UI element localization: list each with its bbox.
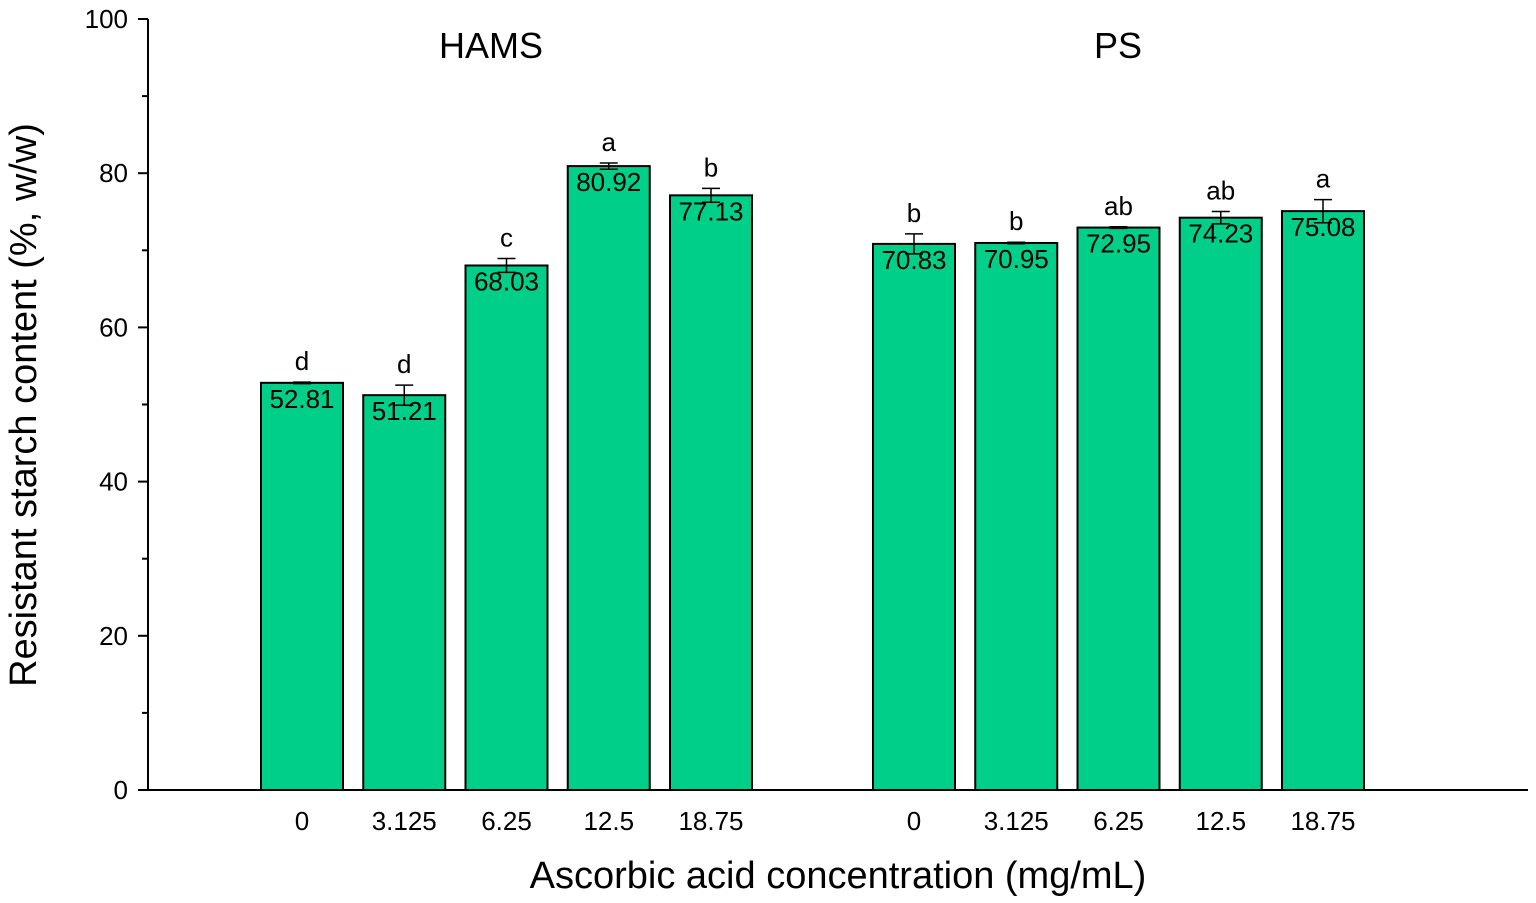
bar-group: 68.03 c bbox=[464, 223, 549, 791]
x-axis-tick-labels: 0 3.125 6.25 12.5 18.75 0 3.125 6.25 12.5 18.75 bbox=[295, 806, 1356, 836]
group-label: HAMS bbox=[439, 25, 543, 66]
significance-label: b bbox=[1009, 206, 1023, 236]
bar-group: 70.83 b bbox=[872, 198, 956, 791]
bar bbox=[566, 165, 651, 791]
x-tick-label: 6.25 bbox=[1093, 806, 1144, 836]
significance-label: d bbox=[295, 346, 309, 376]
x-tick-label: 0 bbox=[907, 806, 921, 836]
significance-label: b bbox=[907, 198, 921, 228]
significance-label: d bbox=[397, 349, 411, 379]
y-tick-label: 80 bbox=[99, 158, 128, 188]
bars: 52.81d51.21d68.03c80.92a77.13b70.83b70.9… bbox=[260, 127, 1365, 792]
x-tick-label: 18.75 bbox=[1290, 806, 1355, 836]
bar bbox=[260, 381, 344, 791]
x-tick-label: 18.75 bbox=[678, 806, 743, 836]
bar bbox=[362, 394, 447, 791]
bar-group: 70.95 b bbox=[974, 206, 1059, 791]
y-tick-label: 60 bbox=[99, 312, 128, 342]
data-label: 70.95 bbox=[984, 244, 1049, 274]
bar bbox=[464, 264, 549, 791]
data-label: 51.21 bbox=[372, 396, 437, 426]
bar bbox=[1076, 226, 1161, 792]
y-tick-label: 20 bbox=[99, 621, 128, 651]
data-label: 74.23 bbox=[1188, 219, 1253, 249]
significance-label: a bbox=[602, 127, 617, 157]
bar bbox=[669, 194, 753, 791]
bar-group: 74.23 ab bbox=[1178, 176, 1263, 791]
x-tick-label: 6.25 bbox=[481, 806, 532, 836]
data-label: 77.13 bbox=[678, 196, 743, 226]
y-tick-label: 40 bbox=[99, 467, 128, 497]
y-tick-label: 100 bbox=[85, 4, 128, 34]
bar-group: 77.13 b bbox=[669, 152, 753, 791]
significance-label: ab bbox=[1206, 176, 1235, 206]
x-tick-label: 12.5 bbox=[1195, 806, 1246, 836]
y-axis-title: Resistant starch content (%, w/w) bbox=[3, 123, 45, 687]
significance-label: b bbox=[704, 152, 718, 182]
bar-group: 52.81 d bbox=[260, 346, 344, 791]
y-axis-ticks: 0 20 40 60 80 100 bbox=[85, 4, 148, 805]
x-axis-title: Ascorbic acid concentration (mg/mL) bbox=[530, 855, 1147, 897]
x-tick-label: 3.125 bbox=[984, 806, 1049, 836]
x-tick-label: 3.125 bbox=[372, 806, 437, 836]
bar bbox=[974, 241, 1059, 791]
bar-group: 75.08 a bbox=[1281, 164, 1365, 792]
group-label: PS bbox=[1094, 25, 1142, 66]
significance-label: c bbox=[500, 223, 513, 253]
bar-group: 80.92 a bbox=[566, 127, 651, 791]
data-label: 80.92 bbox=[576, 167, 641, 197]
bar bbox=[1281, 210, 1365, 792]
y-tick-label: 0 bbox=[114, 775, 128, 805]
bar-group: 72.95 ab bbox=[1076, 191, 1161, 792]
bar-group: 51.21 d bbox=[362, 349, 447, 791]
data-label: 52.81 bbox=[269, 384, 334, 414]
data-label: 68.03 bbox=[474, 266, 539, 296]
bar bbox=[872, 242, 956, 791]
data-label: 72.95 bbox=[1086, 229, 1151, 259]
data-label: 70.83 bbox=[881, 245, 946, 275]
group-labels: HAMS PS bbox=[439, 25, 1142, 66]
significance-label: ab bbox=[1104, 191, 1133, 221]
significance-label: a bbox=[1316, 164, 1331, 194]
bar bbox=[1178, 216, 1263, 791]
x-tick-label: 0 bbox=[295, 806, 309, 836]
data-label: 75.08 bbox=[1290, 212, 1355, 242]
x-tick-label: 12.5 bbox=[583, 806, 634, 836]
